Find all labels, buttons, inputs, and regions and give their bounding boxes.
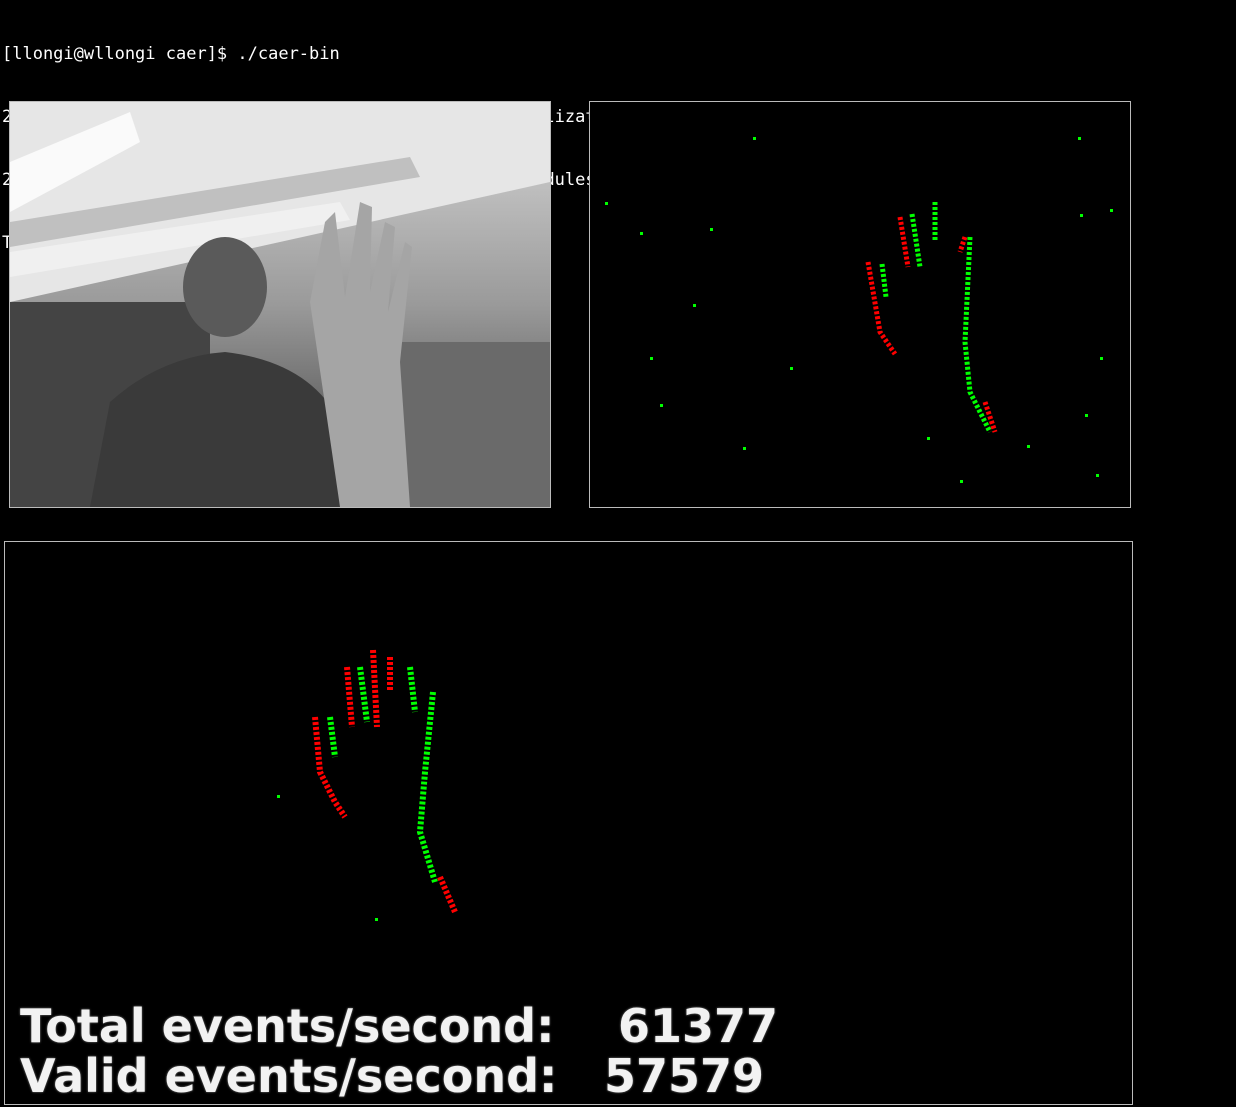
frame-view: [9, 101, 551, 508]
overlay-value: 61377: [618, 999, 779, 1053]
events-view: [589, 101, 1131, 508]
overlay-value: 57579: [604, 1049, 765, 1103]
overlay-view: Total events/second: 61377 Valid events/…: [4, 541, 1133, 1105]
camera-frame: [10, 102, 550, 507]
terminal-line: [llongi@wllongi caer]$ ./caer-bin: [2, 44, 340, 64]
events-frame: [277, 649, 458, 921]
overlay-label: Total events/second:: [20, 999, 555, 1053]
events-frame: [605, 137, 1113, 483]
overlay-label: Valid events/second:: [20, 1049, 558, 1103]
